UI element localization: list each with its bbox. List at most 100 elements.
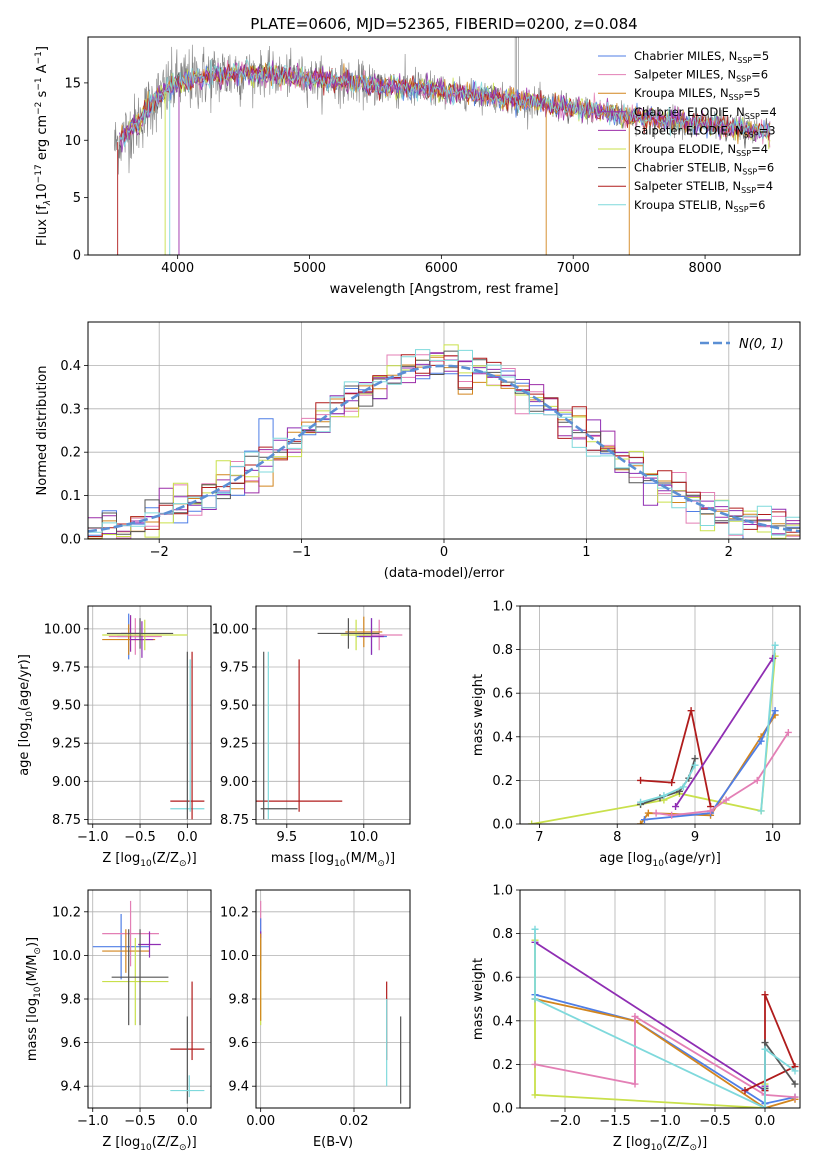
series-marker [660, 792, 668, 800]
tick-label-x: −2 [150, 545, 169, 560]
plot-area-massweight_vs_age [528, 641, 792, 824]
axes-frame [519, 889, 801, 1109]
tick-label-x: 7000 [557, 261, 590, 276]
tick-label-y: 9.6 [228, 1036, 249, 1051]
plot-area-age_vs_mass [256, 616, 403, 820]
tick-label-x: 8 [613, 830, 621, 845]
tick-label-y: 9.00 [220, 775, 249, 790]
axis-label-x: E(B-V) [313, 1135, 353, 1150]
axes-massweight_vs_Z: −2.0 −1.5 −1.0 −0.5 0.0 0.0 0.2 0.4 0.6 0.8 1.0 mas… [471, 884, 801, 1153]
axes-frame [87, 605, 212, 825]
tick-label-y: 0.4 [492, 1014, 513, 1029]
series-marker [668, 779, 676, 787]
series-marker [637, 798, 645, 806]
figure-title: PLATE=0606, MJD=52365, FIBERID=0200, z=0… [250, 15, 637, 33]
tick-label-x: 2 [725, 545, 733, 560]
axes-frame [519, 605, 801, 825]
tick-label-x: 0.0 [177, 1114, 198, 1129]
tick-label-x: 9.5 [276, 830, 297, 845]
axes-frame [87, 36, 801, 256]
tick-label-x: −1.5 [599, 1114, 631, 1129]
series-marker [791, 1067, 799, 1075]
tick-label-x: 1 [582, 545, 590, 560]
spectrum-model-kroupa_stelib [119, 58, 771, 147]
axis-label-x: age [log10(age/yr)] [599, 851, 721, 869]
axes-massweight_vs_age: 7 8 9 10 0.0 0.2 0.4 0.6 0.8 1.0 mass weight age [l… [471, 600, 801, 869]
tick-label-y: 10 [64, 134, 81, 149]
series-marker [640, 816, 648, 824]
series-marker [631, 1012, 639, 1020]
series-marker [761, 1045, 769, 1053]
tick-label-y: 9.4 [228, 1080, 249, 1095]
axis-label-y: mass weight [471, 674, 486, 756]
legend-label: Chabrier ELODIE, NSSP=4 [634, 105, 777, 121]
legend-label: Salpeter STELIB, NSSP=4 [634, 179, 773, 195]
tick-label-y: 10.0 [220, 949, 249, 964]
tick-label-y: 0.8 [492, 927, 513, 942]
tick-label-x: −2.0 [549, 1114, 581, 1129]
series-line-kroupa_stelib [760, 645, 776, 811]
tick-label-x: −0.5 [124, 1114, 156, 1129]
tick-label-y: 1.0 [492, 884, 513, 899]
legend-label: N(0, 1) [739, 337, 784, 352]
axes-frame [87, 889, 212, 1109]
axis-label-x: Z [log10(Z/Z⊙)] [102, 851, 196, 869]
series-marker [741, 1087, 749, 1095]
series-marker [761, 1039, 769, 1047]
series-marker [531, 1060, 539, 1068]
tick-label-y: 0.4 [60, 359, 81, 374]
tick-label-x: 9 [691, 830, 699, 845]
tick-label-x: −1.0 [77, 830, 109, 845]
tick-label-x: −0.5 [699, 1114, 731, 1129]
tick-label-y: 0.0 [492, 818, 513, 833]
series-marker [757, 737, 765, 745]
plot-area-age_vs_Z [102, 613, 205, 820]
series-marker [531, 1091, 539, 1099]
axis-label-x: Z [log10(Z/Z⊙)] [102, 1135, 196, 1153]
tick-label-y: 9.25 [220, 737, 249, 752]
axis-label-x: (data-model)/error [384, 566, 505, 581]
axes-age_vs_mass: 9.5 10.0 8.75 9.00 9.25 9.50 9.75 10.00 mass [lo… [212, 605, 411, 869]
series-marker [668, 811, 676, 819]
tick-label-x: 4000 [161, 261, 194, 276]
tick-label-x: 5000 [293, 261, 326, 276]
series-marker [784, 728, 792, 736]
series-marker [637, 820, 645, 824]
series-line-chabrier_miles [534, 993, 796, 1105]
axis-label-y: Flux [fλ10−17 erg cm−2 s−1 A−1] [34, 46, 53, 246]
series-marker [528, 820, 536, 824]
tick-label-y: 8.75 [220, 813, 249, 828]
series-marker [722, 796, 730, 804]
tick-label-x: 6000 [425, 261, 458, 276]
tick-label-y: 10.0 [52, 949, 81, 964]
tick-label-y: 0.8 [492, 643, 513, 658]
tick-label-x: 0.00 [246, 1114, 275, 1129]
tick-label-x: 10.0 [349, 830, 378, 845]
tick-label-y: 15 [64, 76, 81, 91]
histogram-kroupa_elodie [88, 344, 800, 539]
tick-label-y: 10.00 [44, 622, 81, 637]
tick-label-y: 9.00 [52, 775, 81, 790]
series-marker [531, 925, 539, 933]
tick-label-y: 0.2 [60, 446, 81, 461]
axes-age_vs_Z: −1.0 −0.5 0.0 8.75 9.00 9.25 9.50 9.75 10.00 Z [l… [17, 605, 212, 869]
tick-label-y: 9.75 [52, 660, 81, 675]
series-line-salpeter_stelib [640, 710, 712, 807]
tick-label-y: 10.2 [52, 905, 81, 920]
axis-label-y: mass weight [471, 958, 486, 1040]
normal-curve [88, 364, 800, 533]
tick-label-y: 9.8 [60, 993, 81, 1008]
series-marker [771, 641, 779, 649]
axes-residuals: −2 −1 0 1 2 0.0 0.1 0.2 0.3 0.4 (data-model)/error… [35, 321, 801, 581]
legend-label: Kroupa ELODIE, NSSP=4 [634, 142, 768, 158]
tick-label-y: 0.2 [492, 774, 513, 789]
series-marker [652, 809, 660, 817]
tick-label-y: 0 [73, 249, 81, 264]
tick-label-y: 9.50 [220, 699, 249, 714]
series-line-kroupa_stelib [534, 929, 796, 1108]
tick-label-y: 0.2 [492, 1058, 513, 1073]
series-marker [679, 783, 687, 791]
tick-label-y: 9.6 [60, 1036, 81, 1051]
